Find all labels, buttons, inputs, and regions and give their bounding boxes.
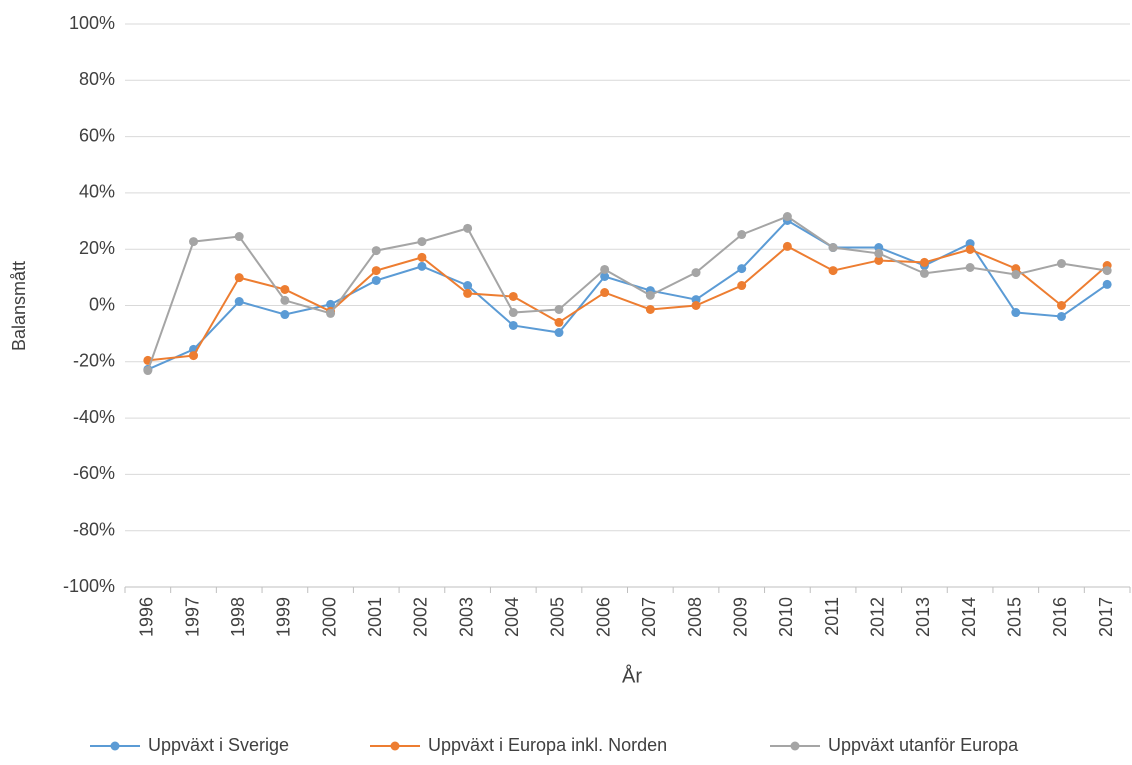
data-point xyxy=(280,310,290,320)
data-point xyxy=(874,248,884,258)
data-point xyxy=(234,297,244,307)
legend-label: Uppväxt utanför Europa xyxy=(828,735,1019,755)
x-tick-label: 2004 xyxy=(502,597,522,637)
data-point xyxy=(1056,259,1066,269)
data-point xyxy=(965,262,975,272)
series-line xyxy=(147,219,1108,371)
data-point xyxy=(1102,279,1112,289)
data-point xyxy=(280,295,290,305)
data-point xyxy=(371,275,381,285)
legend-marker xyxy=(390,741,400,751)
x-tick-label: 1997 xyxy=(182,597,202,637)
data-point xyxy=(371,266,381,276)
x-tick-label: 2007 xyxy=(639,597,659,637)
data-point xyxy=(554,317,564,327)
y-tick-label: 0% xyxy=(89,294,115,314)
x-tick-label: 2005 xyxy=(548,597,568,637)
data-point xyxy=(919,268,929,278)
data-point xyxy=(737,281,747,291)
legend-marker xyxy=(110,741,120,751)
data-point xyxy=(326,299,336,309)
series-line xyxy=(146,215,1108,371)
data-point xyxy=(417,252,427,262)
x-tick-label: 2013 xyxy=(913,597,933,637)
data-point xyxy=(691,301,701,310)
x-tick-label: 2016 xyxy=(1050,597,1070,637)
y-tick-label: -60% xyxy=(73,463,115,483)
data-point xyxy=(234,232,244,242)
x-tick-label: 2009 xyxy=(730,597,750,637)
data-point xyxy=(691,268,701,278)
data-point xyxy=(828,243,838,253)
x-tick-label: 2017 xyxy=(1096,597,1116,637)
y-axis-title: Balansmått xyxy=(9,261,29,351)
data-point xyxy=(508,291,518,301)
x-tick-label: 2011 xyxy=(822,597,842,636)
data-point xyxy=(508,320,518,330)
data-point xyxy=(554,304,564,314)
x-tick-label: 1999 xyxy=(274,597,294,637)
x-tick-label: 2012 xyxy=(868,597,888,637)
data-point xyxy=(280,284,290,294)
data-point xyxy=(417,261,427,271)
data-point xyxy=(189,351,199,361)
x-axis-title: År xyxy=(622,664,642,687)
data-point xyxy=(463,223,473,233)
data-point xyxy=(782,212,792,222)
data-point xyxy=(234,273,244,283)
x-tick-label: 2001 xyxy=(365,597,385,637)
data-point xyxy=(645,304,655,314)
data-point xyxy=(1056,301,1066,310)
y-tick-label: 20% xyxy=(79,238,115,258)
y-tick-label: -20% xyxy=(73,351,115,371)
x-tick-label: 2008 xyxy=(685,597,705,637)
data-point xyxy=(782,241,792,251)
legend-marker xyxy=(790,741,800,751)
y-tick-label: 100% xyxy=(69,13,115,33)
y-tick-label: -100% xyxy=(63,576,115,596)
legend-label: Uppväxt i Europa inkl. Norden xyxy=(428,735,667,755)
data-point xyxy=(371,246,381,256)
series-line xyxy=(147,245,1108,362)
y-tick-label: 60% xyxy=(79,125,115,145)
data-point xyxy=(554,328,564,338)
data-point xyxy=(874,255,884,265)
y-tick-label: -40% xyxy=(73,407,115,427)
data-point xyxy=(1102,266,1112,276)
data-point xyxy=(143,366,153,376)
y-tick-label: 40% xyxy=(79,182,115,202)
data-point xyxy=(737,264,747,274)
data-point xyxy=(463,281,473,291)
data-point xyxy=(463,288,473,298)
data-point xyxy=(919,257,929,267)
legend-label: Uppväxt i Sverige xyxy=(148,735,289,755)
data-point xyxy=(737,230,747,240)
data-point xyxy=(965,244,975,254)
data-point xyxy=(508,308,518,318)
x-tick-label: 2006 xyxy=(593,597,613,637)
x-tick-label: 2014 xyxy=(959,597,979,637)
x-tick-label: 2015 xyxy=(1005,597,1025,637)
x-tick-label: 1998 xyxy=(228,597,248,637)
data-point xyxy=(189,237,199,247)
data-point xyxy=(1011,270,1021,280)
data-point xyxy=(645,290,655,300)
data-point xyxy=(828,266,838,276)
y-tick-label: 80% xyxy=(79,69,115,89)
x-tick-label: 2000 xyxy=(319,597,339,637)
data-point xyxy=(600,272,610,282)
data-point xyxy=(1056,311,1066,321)
x-tick-label: 2002 xyxy=(411,597,431,637)
x-tick-label: 1996 xyxy=(137,597,157,637)
y-tick-label: -80% xyxy=(73,519,115,539)
data-point xyxy=(600,288,610,298)
data-point xyxy=(326,308,336,318)
x-tick-label: 2010 xyxy=(776,597,796,637)
data-point xyxy=(1011,308,1021,318)
data-point xyxy=(417,237,427,247)
data-point xyxy=(600,264,610,274)
x-tick-label: 2003 xyxy=(456,597,476,637)
